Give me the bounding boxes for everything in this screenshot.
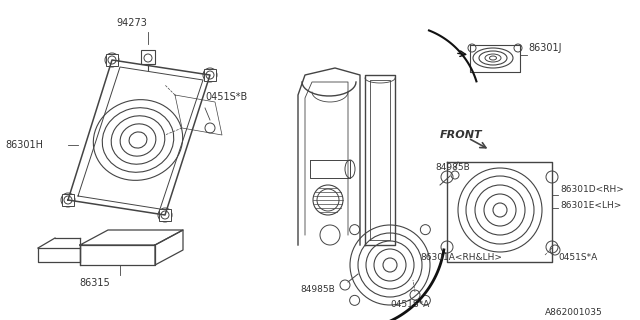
FancyBboxPatch shape — [141, 50, 155, 64]
Text: 86301A<RH&LH>: 86301A<RH&LH> — [420, 253, 502, 262]
Text: A862001035: A862001035 — [545, 308, 603, 317]
Text: 0451S*A: 0451S*A — [390, 300, 429, 309]
Text: 0451S*B: 0451S*B — [205, 92, 247, 102]
Text: 86301J: 86301J — [528, 43, 561, 53]
Text: 86315: 86315 — [79, 278, 110, 288]
FancyBboxPatch shape — [106, 54, 118, 66]
Text: 84985B: 84985B — [435, 163, 470, 172]
Text: FRONT: FRONT — [440, 130, 483, 140]
FancyBboxPatch shape — [159, 209, 171, 221]
FancyBboxPatch shape — [204, 69, 216, 81]
Text: 0451S*A: 0451S*A — [558, 252, 597, 261]
Text: 86301E<LH>: 86301E<LH> — [560, 201, 621, 210]
Text: 94273: 94273 — [116, 18, 147, 28]
Text: 84985B: 84985B — [301, 285, 335, 294]
FancyBboxPatch shape — [62, 194, 74, 206]
Text: 86301D<RH>: 86301D<RH> — [560, 186, 624, 195]
Text: 86301H: 86301H — [5, 140, 43, 150]
